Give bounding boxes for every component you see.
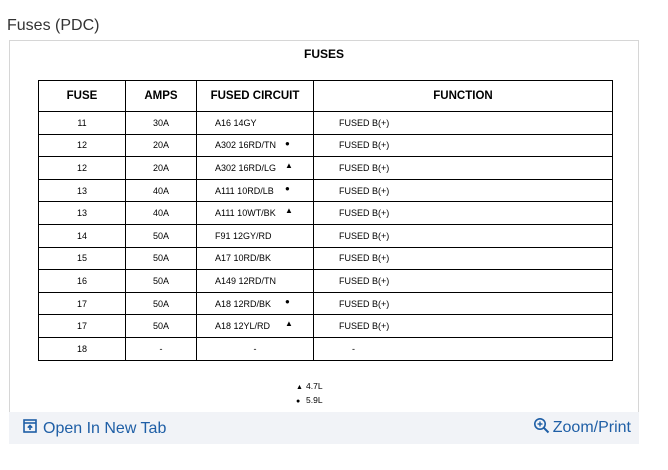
- function-cell: FUSED B(+): [313, 223, 613, 248]
- circuit-cell: A16 14GY: [196, 111, 314, 135]
- circuit-label: A302 16RD/LG: [215, 162, 277, 173]
- circuit-cell: A302 16RD/TN ●: [196, 133, 314, 158]
- fuse-cell: 13: [38, 178, 126, 203]
- amps-cell: 20A: [125, 156, 197, 180]
- circuit-label: A16 14GY: [215, 117, 257, 128]
- circuit-cell: A149 12RD/TN: [196, 269, 314, 293]
- amps-cell: 50A: [125, 314, 197, 338]
- circuit-label: -: [253, 343, 257, 354]
- table-row: 17 50A A18 12RD/BK ● FUSED B(+): [38, 291, 613, 316]
- table-row: 17 50A A18 12YL/RD ▲ FUSED B(+): [38, 314, 613, 338]
- amps-cell: 50A: [125, 291, 197, 316]
- table-row: 18 - - -: [38, 336, 613, 361]
- engine-mark: ▲: [285, 161, 293, 171]
- open-in-new-tab-label: Open In New Tab: [43, 419, 167, 437]
- function-cell: FUSED B(+): [313, 178, 613, 203]
- fuse-cell: 14: [38, 223, 126, 248]
- fuse-cell: 15: [38, 246, 126, 271]
- circuit-cell: A111 10WT/BK ▲: [196, 201, 314, 225]
- fuse-cell: 17: [38, 291, 126, 316]
- fuse-cell: 12: [38, 133, 126, 158]
- table-row: 13 40A A111 10WT/BK ▲ FUSED B(+): [38, 201, 613, 225]
- table-row: 11 30A A16 14GY FUSED B(+): [38, 111, 613, 135]
- legend-item: ▲ 4.7L: [296, 380, 323, 394]
- amps-cell: 50A: [125, 269, 197, 293]
- function-cell: FUSED B(+): [313, 133, 613, 158]
- amps-cell: -: [125, 336, 197, 361]
- engine-mark: ●: [285, 138, 290, 148]
- function-cell: FUSED B(+): [313, 291, 613, 316]
- circuit-cell: A18 12RD/BK ●: [196, 291, 314, 316]
- engine-mark: ▲: [285, 206, 293, 216]
- engine-mark: ▲: [285, 319, 293, 329]
- function-cell: FUSED B(+): [313, 201, 613, 225]
- circuit-label: A18 12RD/BK: [215, 298, 272, 309]
- page-title: Fuses (PDC): [7, 17, 100, 34]
- document-heading: FUSES: [303, 47, 344, 61]
- circuit-label: A149 12RD/TN: [215, 275, 277, 286]
- column-header-amps: AMPS: [125, 80, 197, 112]
- table-row: 13 40A A111 10RD/LB ● FUSED B(+): [38, 178, 613, 203]
- zoom-print-label: Zoom/Print: [552, 419, 631, 436]
- circuit-cell: -: [196, 336, 314, 361]
- amps-cell: 50A: [125, 223, 197, 248]
- circuit-cell: A111 10RD/LB ●: [196, 178, 314, 203]
- legend-label: 5.9L: [306, 395, 323, 405]
- table-row: 15 50A A17 10RD/BK FUSED B(+): [38, 246, 613, 271]
- engine-mark: ●: [285, 183, 290, 193]
- document-frame: FUSES FUSE AMPS FUSED CIRCUIT FUNCTION 1…: [9, 40, 639, 444]
- open-in-new-tab-link[interactable]: Open In New Tab: [23, 419, 166, 438]
- fuse-table: FUSE AMPS FUSED CIRCUIT FUNCTION 11 30A …: [38, 80, 613, 361]
- amps-cell: 50A: [125, 246, 197, 271]
- column-header-function: FUNCTION: [313, 80, 613, 112]
- fuse-cell: 17: [38, 314, 126, 338]
- amps-cell: 30A: [125, 111, 197, 135]
- circuit-label: A111 10WT/BK: [215, 208, 276, 219]
- legend-item: ● 5.9L: [296, 394, 323, 408]
- circuit-label: A18 12YL/RD: [215, 321, 271, 332]
- fuse-cell: 13: [38, 201, 126, 225]
- function-cell: FUSED B(+): [313, 246, 613, 271]
- fuse-cell: 12: [38, 156, 126, 180]
- circuit-cell: A17 10RD/BK: [196, 246, 314, 271]
- column-header-fused-circuit: FUSED CIRCUIT: [196, 80, 314, 112]
- zoom-print-link[interactable]: Zoom/Print: [533, 417, 631, 439]
- table-row: 12 20A A302 16RD/LG ▲ FUSED B(+): [38, 156, 613, 180]
- circuit-label: A17 10RD/BK: [215, 253, 272, 264]
- table-row: 16 50A A149 12RD/TN FUSED B(+): [38, 269, 613, 293]
- amps-cell: 40A: [125, 201, 197, 225]
- triangle-icon: ▲: [296, 384, 303, 391]
- table-header-row: FUSE AMPS FUSED CIRCUIT FUNCTION: [38, 80, 613, 112]
- magnifier-plus-icon: [533, 417, 550, 439]
- legend-label: 4.7L: [306, 381, 323, 391]
- table-row: 12 20A A302 16RD/TN ● FUSED B(+): [38, 133, 613, 158]
- function-cell: FUSED B(+): [313, 156, 613, 180]
- table-row: 14 50A F91 12GY/RD FUSED B(+): [38, 223, 613, 248]
- function-cell: FUSED B(+): [313, 314, 613, 338]
- dot-icon: ●: [296, 398, 301, 405]
- amps-cell: 20A: [125, 133, 197, 158]
- function-cell: FUSED B(+): [313, 111, 613, 135]
- engine-legend: ▲ 4.7L ● 5.9L: [296, 380, 323, 408]
- fuse-cell: 16: [38, 269, 126, 293]
- circuit-label: F91 12GY/RD: [215, 230, 272, 241]
- fuse-cell: 18: [38, 336, 126, 361]
- column-header-fuse: FUSE: [38, 80, 126, 112]
- amps-cell: 40A: [125, 178, 197, 203]
- engine-mark: ●: [285, 296, 290, 306]
- function-cell: FUSED B(+): [313, 269, 613, 293]
- image-toolbar: Open In New Tab Zoom/Print: [9, 412, 639, 444]
- function-cell: -: [313, 336, 613, 361]
- circuit-label: A111 10RD/LB: [215, 185, 274, 196]
- circuit-label: A302 16RD/TN: [215, 140, 277, 151]
- circuit-cell: F91 12GY/RD: [196, 223, 314, 248]
- circuit-cell: A18 12YL/RD ▲: [196, 314, 314, 338]
- circuit-cell: A302 16RD/LG ▲: [196, 156, 314, 180]
- open-external-icon: [23, 419, 37, 438]
- fuse-cell: 11: [38, 111, 126, 135]
